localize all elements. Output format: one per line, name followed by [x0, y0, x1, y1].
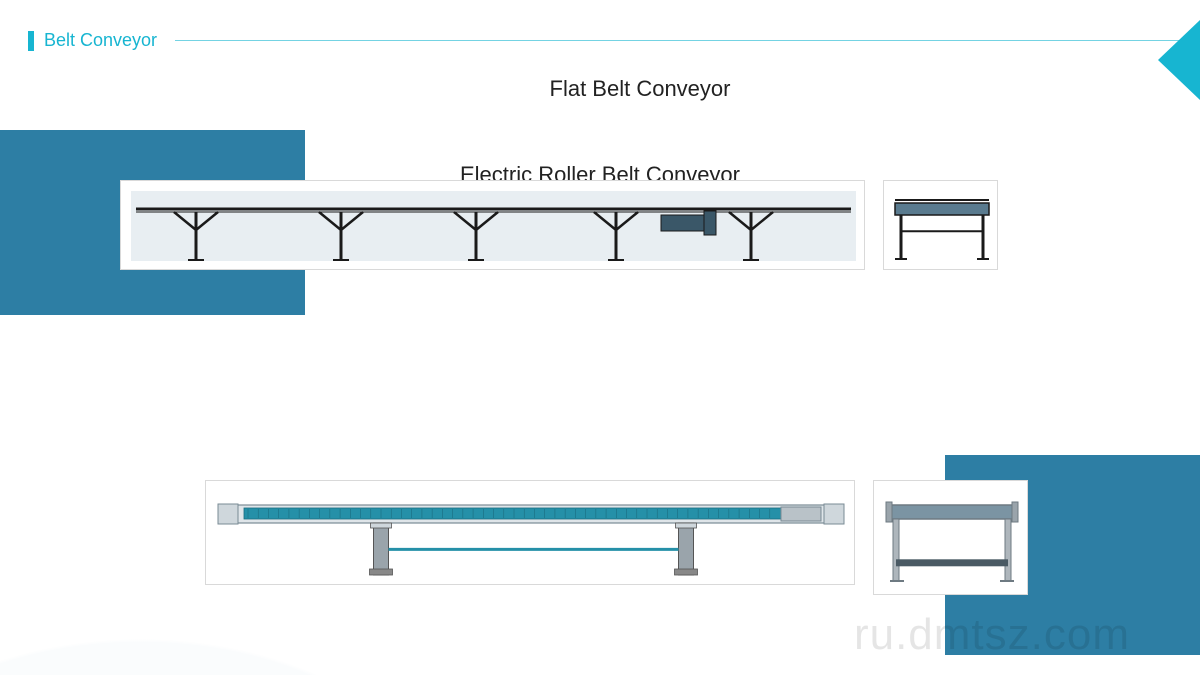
section-title-flat-belt: Flat Belt Conveyor	[0, 76, 1200, 102]
roller-belt-side-svg	[216, 491, 846, 576]
roller-belt-end-svg	[884, 491, 1019, 586]
header: Belt Conveyor	[0, 0, 1200, 51]
figure-row-flat-belt	[120, 180, 998, 270]
header-divider	[175, 40, 1200, 41]
roller-belt-side-view	[205, 480, 855, 585]
watermark-text: ru.dmtsz.com	[854, 610, 1130, 660]
flat-belt-side-view	[120, 180, 865, 270]
header-accent-bar	[28, 31, 34, 51]
page-title: Belt Conveyor	[44, 30, 157, 51]
background-curve	[0, 275, 700, 675]
figure-row-roller-belt	[205, 480, 1028, 595]
flat-belt-end-svg	[892, 189, 991, 263]
flat-belt-end-view	[883, 180, 998, 270]
roller-belt-end-view	[873, 480, 1028, 595]
flat-belt-side-svg	[131, 191, 856, 261]
